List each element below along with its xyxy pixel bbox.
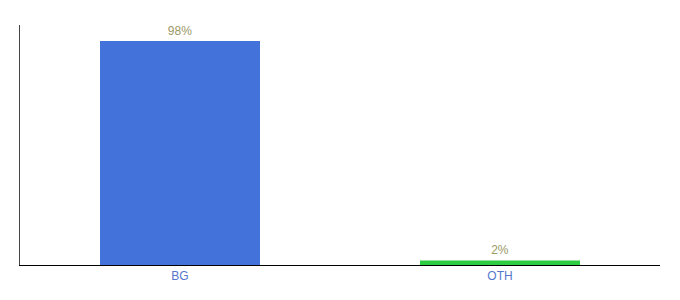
svg-text:OTH: OTH xyxy=(487,269,512,283)
svg-text:98%: 98% xyxy=(168,24,192,38)
svg-text:BG: BG xyxy=(171,269,188,283)
svg-text:2%: 2% xyxy=(491,243,509,257)
